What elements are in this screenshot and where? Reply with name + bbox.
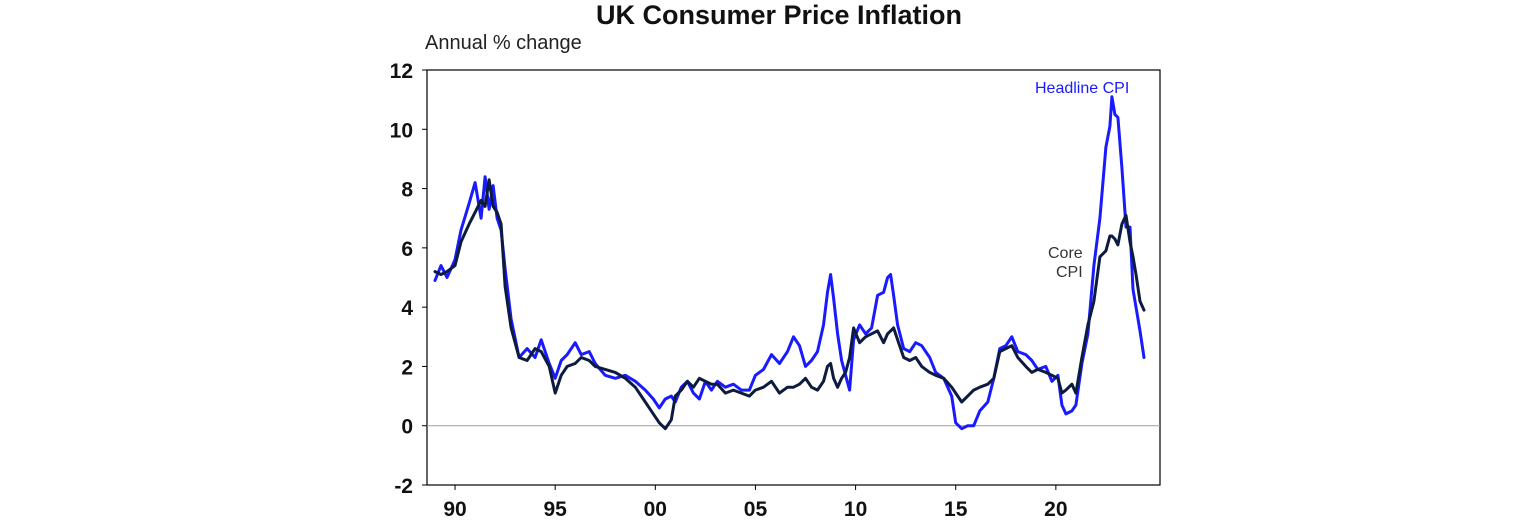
x-tick-label: 00 bbox=[644, 498, 667, 521]
y-tick-label: 12 bbox=[390, 60, 413, 83]
plot-area bbox=[426, 69, 1161, 486]
y-tick-label: 0 bbox=[401, 416, 413, 439]
y-tick-label: 4 bbox=[401, 297, 413, 320]
core-cpi-label-line2: CPI bbox=[1056, 264, 1083, 281]
y-axis-unit-label: Annual % change bbox=[425, 32, 582, 54]
y-tick-label: 8 bbox=[401, 179, 413, 202]
y-tick-label: 2 bbox=[401, 356, 413, 379]
y-tick-label: -2 bbox=[394, 475, 413, 498]
chart-title: UK Consumer Price Inflation bbox=[596, 0, 962, 30]
core-cpi-line bbox=[433, 178, 1146, 431]
headline-cpi-line bbox=[433, 95, 1146, 431]
x-tick-label: 90 bbox=[443, 498, 466, 521]
x-tick-label: 95 bbox=[543, 498, 567, 521]
y-tick-label: 10 bbox=[390, 119, 413, 142]
x-tick-label: 20 bbox=[1044, 498, 1067, 521]
series-layer bbox=[433, 95, 1146, 431]
core-cpi-label-line1: Core bbox=[1048, 245, 1083, 262]
x-tick-label: 15 bbox=[944, 498, 968, 521]
x-tick-label: 10 bbox=[844, 498, 867, 521]
x-axis: 90 95 00 05 10 15 20 bbox=[443, 485, 1068, 521]
x-tick-label: 05 bbox=[744, 498, 768, 521]
y-axis: -2 0 2 4 6 8 10 12 bbox=[390, 60, 427, 498]
y-tick-label: 6 bbox=[401, 238, 413, 261]
headline-cpi-label: Headline CPI bbox=[1035, 80, 1129, 97]
